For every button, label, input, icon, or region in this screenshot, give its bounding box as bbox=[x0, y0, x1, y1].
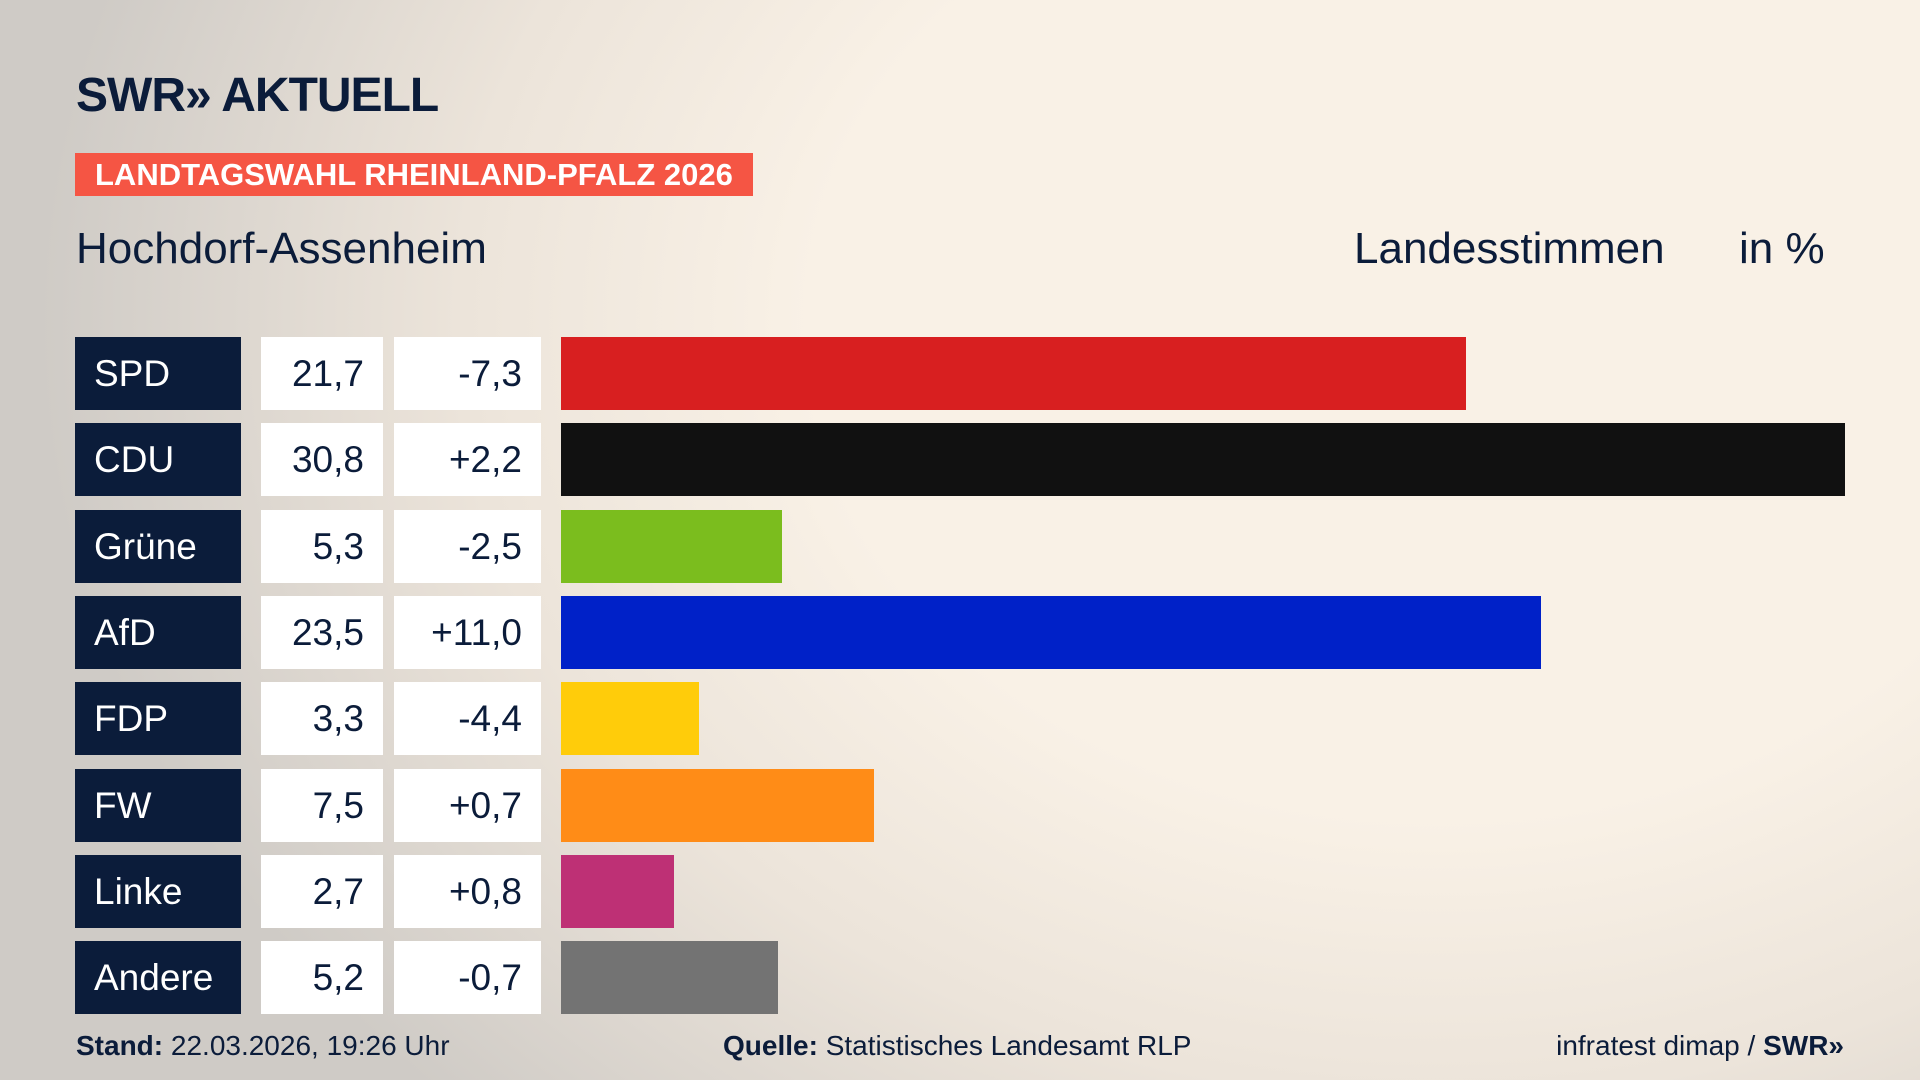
swr-aktuell-logo: SWR» AKTUELL bbox=[76, 69, 439, 122]
party-label: SPD bbox=[75, 337, 241, 410]
unit-label: in % bbox=[1739, 224, 1825, 273]
party-label: FDP bbox=[75, 682, 241, 756]
party-label: Linke bbox=[75, 854, 241, 928]
stand-value: 22.03.2026, 19:26 Uhr bbox=[170, 1030, 450, 1061]
value-label: 5,3 bbox=[261, 509, 383, 583]
change-label: -4,4 bbox=[394, 682, 541, 756]
change-label: -2,5 bbox=[394, 509, 541, 583]
source: Quelle: Statistisches Landesamt RLP bbox=[723, 1030, 1191, 1062]
value-label: 21,7 bbox=[261, 337, 383, 410]
party-label: Andere bbox=[75, 941, 241, 1015]
bar bbox=[561, 509, 782, 583]
bar bbox=[561, 595, 1541, 669]
change-label: +11,0 bbox=[394, 595, 541, 669]
bar bbox=[561, 854, 674, 928]
credit-text: infratest dimap / bbox=[1556, 1030, 1764, 1061]
bar bbox=[561, 682, 699, 756]
source-value: Statistisches Landesamt RLP bbox=[825, 1030, 1192, 1061]
value-label: 30,8 bbox=[261, 423, 383, 497]
vote-type-label: Landesstimmen bbox=[1354, 224, 1665, 273]
party-label: FW bbox=[75, 768, 241, 842]
source-label: Quelle: bbox=[723, 1030, 818, 1061]
party-label: CDU bbox=[75, 423, 241, 497]
bar bbox=[561, 941, 778, 1015]
value-label: 3,3 bbox=[261, 682, 383, 756]
value-label: 23,5 bbox=[261, 595, 383, 669]
election-banner: LANDTAGSWAHL RHEINLAND-PFALZ 2026 bbox=[75, 153, 753, 196]
swr-logo: SWR» bbox=[1763, 1030, 1844, 1061]
value-label: 5,2 bbox=[261, 941, 383, 1015]
change-label: +2,2 bbox=[394, 423, 541, 497]
party-label: AfD bbox=[75, 595, 241, 669]
change-label: +0,7 bbox=[394, 768, 541, 842]
party-label: Grüne bbox=[75, 509, 241, 583]
timestamp: Stand: 22.03.2026, 19:26 Uhr bbox=[76, 1030, 450, 1062]
change-label: -0,7 bbox=[394, 941, 541, 1015]
change-label: -7,3 bbox=[394, 337, 541, 410]
bar bbox=[561, 423, 1845, 497]
change-label: +0,8 bbox=[394, 854, 541, 928]
stand-label: Stand: bbox=[76, 1030, 164, 1061]
bar bbox=[561, 768, 874, 842]
bar bbox=[561, 337, 1466, 410]
credit: infratest dimap / SWR» bbox=[1556, 1030, 1844, 1062]
region-title: Hochdorf-Assenheim bbox=[76, 224, 487, 273]
value-label: 7,5 bbox=[261, 768, 383, 842]
value-label: 2,7 bbox=[261, 854, 383, 928]
